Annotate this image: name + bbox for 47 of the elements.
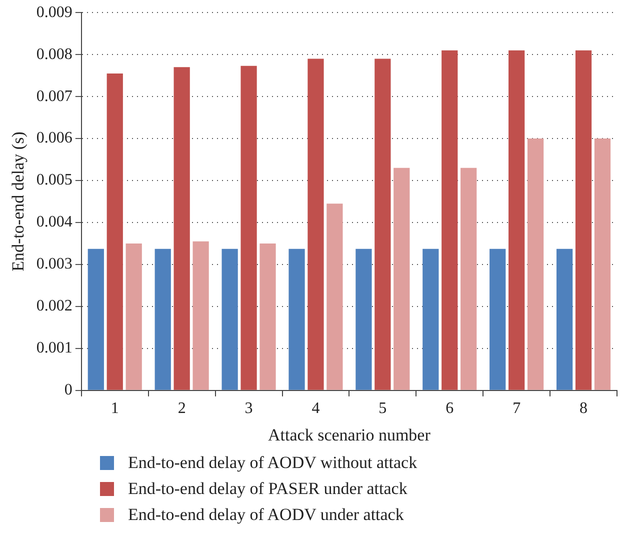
y-tick-label: 0.002 [36,298,72,315]
x-tick-label: 6 [446,400,454,418]
bar [374,58,391,390]
legend-label: End-to-end delay of AODV under attack [128,505,404,525]
bar [556,248,573,390]
bar [192,241,209,390]
bar [174,67,190,390]
bar [527,138,544,390]
y-tick-label: 0.003 [36,256,72,273]
bar [442,50,458,390]
y-tick-label: 0.009 [36,4,72,21]
x-tick-label: 2 [178,400,186,418]
bar [88,248,104,390]
y-tick-label: 0.006 [36,130,72,147]
x-tick-label: 5 [378,400,387,418]
bar [106,73,123,390]
bar [260,243,276,390]
bar [460,168,477,390]
legend-label: End-to-end delay of AODV without attack [128,453,418,473]
y-tick-label: 0.001 [36,340,72,357]
bar [422,248,439,390]
y-tick-label: 0.004 [36,214,72,231]
bar [575,50,592,390]
bar [126,243,142,390]
bar [394,168,410,390]
bar [594,138,611,390]
x-tick-label: 1 [110,400,119,418]
bar [508,50,525,390]
x-tick-label: 7 [512,400,521,418]
bar [154,248,171,390]
y-tick-label: 0.008 [36,46,72,63]
bar [288,248,305,390]
x-tick-label: 8 [580,400,588,418]
bar [222,248,238,390]
bar [308,58,324,390]
legend-label: End-to-end delay of PASER under attack [128,479,408,499]
y-axis-title: End-to-end delay (s) [8,132,28,272]
y-tick-label: 0.005 [36,172,72,189]
bar [356,248,372,390]
x-tick-label: 3 [244,400,253,418]
bar [240,66,257,390]
x-tick-label: 4 [312,400,320,418]
bar [326,204,343,390]
y-tick-label: 0.007 [36,88,72,105]
bar [490,248,506,390]
y-tick-label: 0 [64,382,72,399]
x-axis-title: Attack scenario number [268,425,431,444]
